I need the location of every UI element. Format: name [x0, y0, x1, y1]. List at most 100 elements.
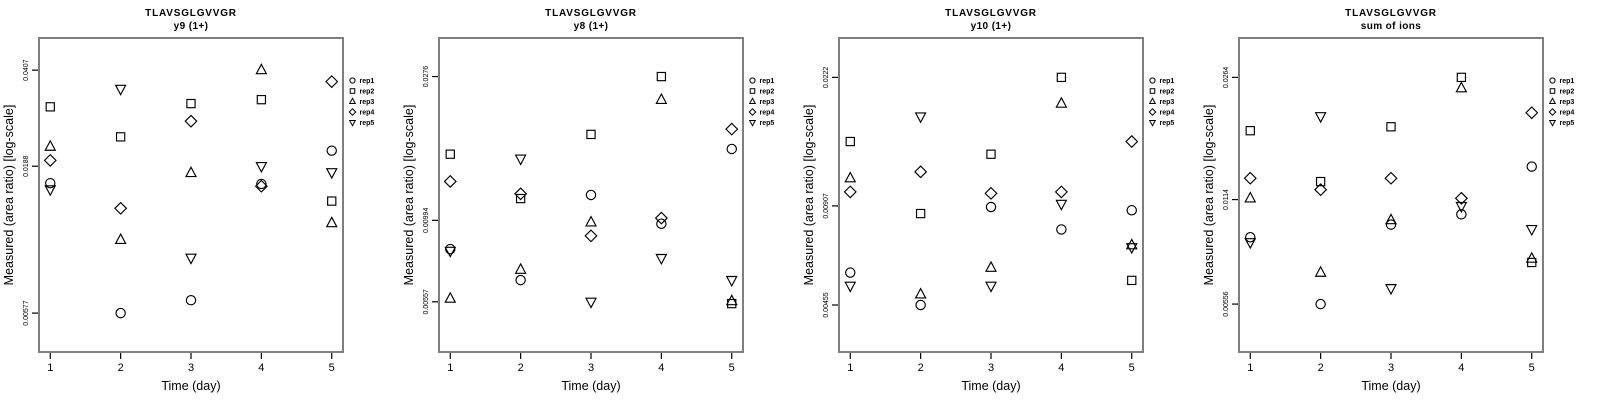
- legend-label: rep5: [1560, 120, 1575, 127]
- point-rep5-day2: [114, 84, 127, 96]
- legend-triangle-down-icon: [748, 119, 757, 127]
- scatter-plot-sum-of-ions: TLAVSGLGVVGR sum of ions Measured (area ra…: [1202, 8, 1575, 393]
- point-rep3-day1: [444, 291, 457, 303]
- scatter-plot-y10-1-: TLAVSGLGVVGR y10 (1+) Measured (area ratio…: [802, 8, 1175, 393]
- point-rep5-day5: [325, 168, 338, 180]
- legend-label: rep3: [360, 99, 375, 106]
- point-rep1-day5: [726, 143, 737, 155]
- legend-item-rep5: rep5: [748, 119, 775, 127]
- point-rep1-day3: [585, 189, 597, 201]
- x-tick-label: 3: [588, 362, 594, 374]
- point-rep4-day1: [843, 185, 857, 199]
- legend-item-rep2: rep2: [749, 88, 775, 96]
- chart-subtitle: y8 (1+): [574, 21, 609, 32]
- x-axis-label: Time (day): [1361, 379, 1420, 393]
- legend-label: rep4: [760, 110, 775, 117]
- point-rep2-day2: [1315, 176, 1326, 187]
- legend-item-rep5: rep5: [1148, 119, 1175, 127]
- point-rep5-day1: [1244, 238, 1257, 250]
- point-rep5-day3: [185, 253, 197, 265]
- point-rep5-day3: [585, 297, 597, 309]
- point-rep4-day4: [654, 211, 668, 225]
- y-tick-label: 0.0407: [23, 59, 30, 81]
- legend-label: rep2: [760, 89, 775, 96]
- legend-item-rep4: rep4: [348, 108, 375, 117]
- legend-label: rep2: [1160, 89, 1175, 96]
- y-tick-label: 0.00907: [823, 193, 830, 218]
- point-rep3-day4: [1055, 96, 1068, 108]
- y-tick-label: 0.0264: [1223, 67, 1230, 89]
- point-rep4-day1: [43, 153, 57, 167]
- point-rep1-day5: [326, 145, 337, 156]
- legend-label: rep3: [1160, 99, 1175, 106]
- x-tick-label: 5: [1529, 362, 1535, 374]
- point-rep2-day3: [1386, 122, 1396, 132]
- point-rep2-day4: [1056, 72, 1067, 83]
- legend-diamond-icon: [1548, 108, 1557, 116]
- point-rep3-day2: [914, 287, 927, 299]
- point-rep5-day3: [1385, 284, 1397, 296]
- legend-label: rep2: [360, 89, 375, 96]
- point-rep3-day3: [585, 215, 597, 227]
- point-rep1-day4: [1056, 224, 1067, 235]
- point-rep4-day1: [443, 174, 457, 189]
- legend-triangle-up-icon: [1548, 97, 1557, 105]
- legend-triangle-down-icon: [348, 119, 357, 127]
- point-rep1-day1: [445, 243, 456, 255]
- legend-label: rep4: [360, 110, 375, 117]
- legend-diamond-icon: [1148, 108, 1157, 116]
- point-rep4-day4: [1454, 191, 1468, 205]
- point-rep3-day4: [655, 92, 668, 104]
- point-rep3-day5: [1525, 251, 1538, 263]
- legend-label: rep5: [1160, 120, 1175, 127]
- chart-panel-4: TLAVSGLGVVGR sum of ions Measured (area ra…: [1200, 0, 1600, 400]
- point-rep5-day4: [255, 162, 268, 174]
- y-tick-label: 0.00994: [423, 208, 430, 233]
- point-rep5-day1: [844, 281, 857, 293]
- point-rep4-day3: [984, 186, 998, 200]
- chart-title: TLAVSGLGVVGR: [945, 8, 1037, 19]
- point-rep2-day3: [186, 98, 196, 109]
- point-rep1-day2: [915, 299, 926, 311]
- legend-label: rep1: [1560, 78, 1575, 85]
- x-tick-label: 5: [1129, 362, 1135, 374]
- legend-item-rep3: rep3: [348, 97, 375, 106]
- point-rep5-day1: [444, 246, 457, 258]
- y-tick-label: 0.0276: [423, 66, 430, 88]
- legend-triangle-down-icon: [1548, 119, 1557, 127]
- point-rep2-day3: [986, 149, 996, 159]
- point-rep1-day1: [45, 177, 56, 189]
- legend-triangle-up-icon: [748, 97, 757, 105]
- legend-square-icon: [349, 88, 356, 94]
- chart-title: TLAVSGLGVVGR: [145, 8, 237, 19]
- point-rep4-day5: [725, 122, 739, 136]
- plot-box: [438, 37, 744, 353]
- point-rep2-day2: [915, 208, 926, 219]
- legend-item-rep2: rep2: [1149, 88, 1175, 96]
- point-rep3-day2: [1314, 265, 1327, 277]
- point-rep2-day2: [115, 132, 126, 142]
- y-tick-label: 0.00556: [1223, 291, 1230, 316]
- point-rep3-day1: [44, 139, 57, 151]
- legend-label: rep5: [760, 120, 775, 127]
- scatter-plot-y8-1-: TLAVSGLGVVGR y8 (1+) Measured (area ratio)…: [402, 8, 775, 393]
- legend-label: rep3: [1560, 99, 1575, 106]
- legend-diamond-icon: [348, 108, 357, 116]
- x-tick-label: 1: [1247, 362, 1253, 374]
- point-rep5-day3: [985, 281, 997, 293]
- legend-triangle-up-icon: [348, 97, 357, 105]
- x-tick-label: 4: [1458, 362, 1464, 374]
- legend-item-rep4: rep4: [748, 108, 775, 117]
- y-tick-label: 0.00577: [23, 300, 30, 325]
- point-rep4-day2: [1314, 183, 1328, 197]
- legend-item-rep4: rep4: [1148, 108, 1174, 117]
- point-rep5-day5: [1525, 225, 1538, 237]
- point-rep3-day1: [1244, 191, 1257, 203]
- x-tick-label: 3: [1388, 362, 1394, 374]
- legend-item-rep4: rep4: [1548, 108, 1574, 117]
- legend-item-rep3: rep3: [748, 97, 774, 106]
- point-rep2-day2: [515, 193, 526, 204]
- chart-title: TLAVSGLGVVGR: [545, 8, 637, 19]
- point-rep3-day3: [1385, 213, 1397, 225]
- x-tick-label: 2: [518, 362, 524, 374]
